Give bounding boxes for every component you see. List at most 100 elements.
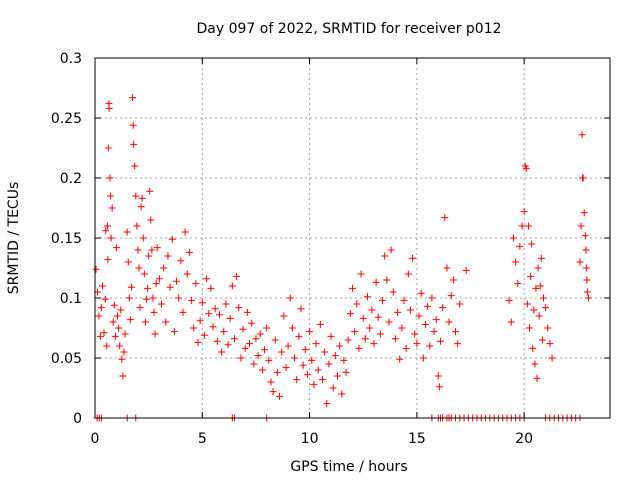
data-point (578, 131, 586, 139)
data-point (241, 344, 249, 352)
y-tick-label: 0.3 (60, 51, 82, 67)
data-point (426, 342, 434, 350)
data-point (246, 340, 253, 348)
data-point (183, 270, 191, 278)
data-point (456, 300, 464, 308)
y-tick-label: 0.1 (60, 291, 82, 307)
data-point (336, 342, 344, 350)
data-point (136, 304, 144, 312)
data-point (368, 306, 376, 314)
data-point (514, 280, 522, 288)
data-point (338, 390, 346, 398)
data-point (120, 348, 128, 356)
data-point (359, 314, 367, 322)
data-point (527, 272, 535, 280)
data-point (96, 332, 104, 340)
data-point (583, 276, 591, 284)
data-point (421, 320, 429, 328)
data-point (424, 302, 432, 310)
data-point (144, 284, 152, 292)
data-point (110, 301, 118, 309)
data-point (127, 283, 135, 291)
data-point (329, 384, 337, 392)
data-point (129, 121, 137, 129)
data-point (531, 360, 539, 368)
data-point (103, 342, 111, 350)
data-point (104, 256, 112, 264)
data-point (532, 284, 540, 292)
data-point (432, 316, 440, 324)
data-point (430, 328, 438, 336)
data-point (542, 304, 550, 312)
data-point (278, 348, 286, 356)
data-point (143, 295, 150, 303)
data-point (447, 292, 455, 300)
data-point (248, 319, 256, 327)
data-point (220, 328, 228, 336)
data-point (138, 194, 146, 202)
data-point (106, 192, 114, 200)
data-point (533, 374, 541, 382)
data-point (194, 338, 202, 346)
data-point (376, 330, 384, 338)
data-point (125, 294, 133, 302)
data-point (291, 354, 299, 362)
data-point (265, 356, 273, 364)
y-tick-label: 0.15 (51, 231, 82, 247)
data-point (108, 204, 116, 212)
y-tick-label: 0 (73, 411, 82, 427)
data-point (349, 284, 356, 292)
data-point (536, 282, 544, 290)
data-point (518, 222, 526, 230)
data-point (129, 94, 137, 102)
data-point (135, 264, 143, 272)
data-point (419, 354, 427, 362)
data-point (512, 258, 520, 266)
data-point (314, 366, 322, 374)
data-point (544, 324, 552, 332)
data-point (441, 214, 449, 222)
data-point (413, 340, 421, 348)
data-point (121, 330, 129, 338)
data-point (308, 356, 316, 364)
data-point (106, 174, 114, 182)
data-point (364, 293, 372, 301)
data-point (293, 376, 301, 384)
data-point (520, 208, 528, 216)
x-tick-label: 0 (91, 431, 100, 447)
data-point (190, 324, 198, 332)
data-point (173, 277, 181, 285)
data-point (402, 344, 410, 352)
data-point (99, 282, 107, 290)
data-point (396, 355, 404, 363)
data-point (100, 329, 108, 337)
data-point (282, 364, 290, 372)
data-point (119, 372, 127, 380)
data-point (269, 388, 277, 396)
data-point (280, 312, 288, 320)
data-point (374, 313, 382, 321)
data-point (325, 360, 333, 368)
data-point (237, 354, 245, 362)
data-point (580, 209, 588, 217)
data-point (254, 352, 262, 360)
data-point (394, 308, 402, 316)
data-point (415, 312, 423, 320)
data-point (145, 252, 153, 260)
data-point (148, 246, 156, 254)
data-point (224, 341, 232, 349)
data-point (381, 252, 389, 260)
data-point (153, 244, 161, 252)
data-point (333, 372, 341, 380)
data-point (168, 235, 176, 243)
data-point (411, 330, 419, 338)
data-point (152, 280, 160, 288)
data-point (256, 330, 264, 338)
data-point (205, 310, 213, 318)
data-point (524, 222, 532, 230)
y-axis-label: SRMTID / TECUs (6, 182, 22, 295)
data-point (546, 340, 554, 348)
data-point (530, 306, 538, 314)
